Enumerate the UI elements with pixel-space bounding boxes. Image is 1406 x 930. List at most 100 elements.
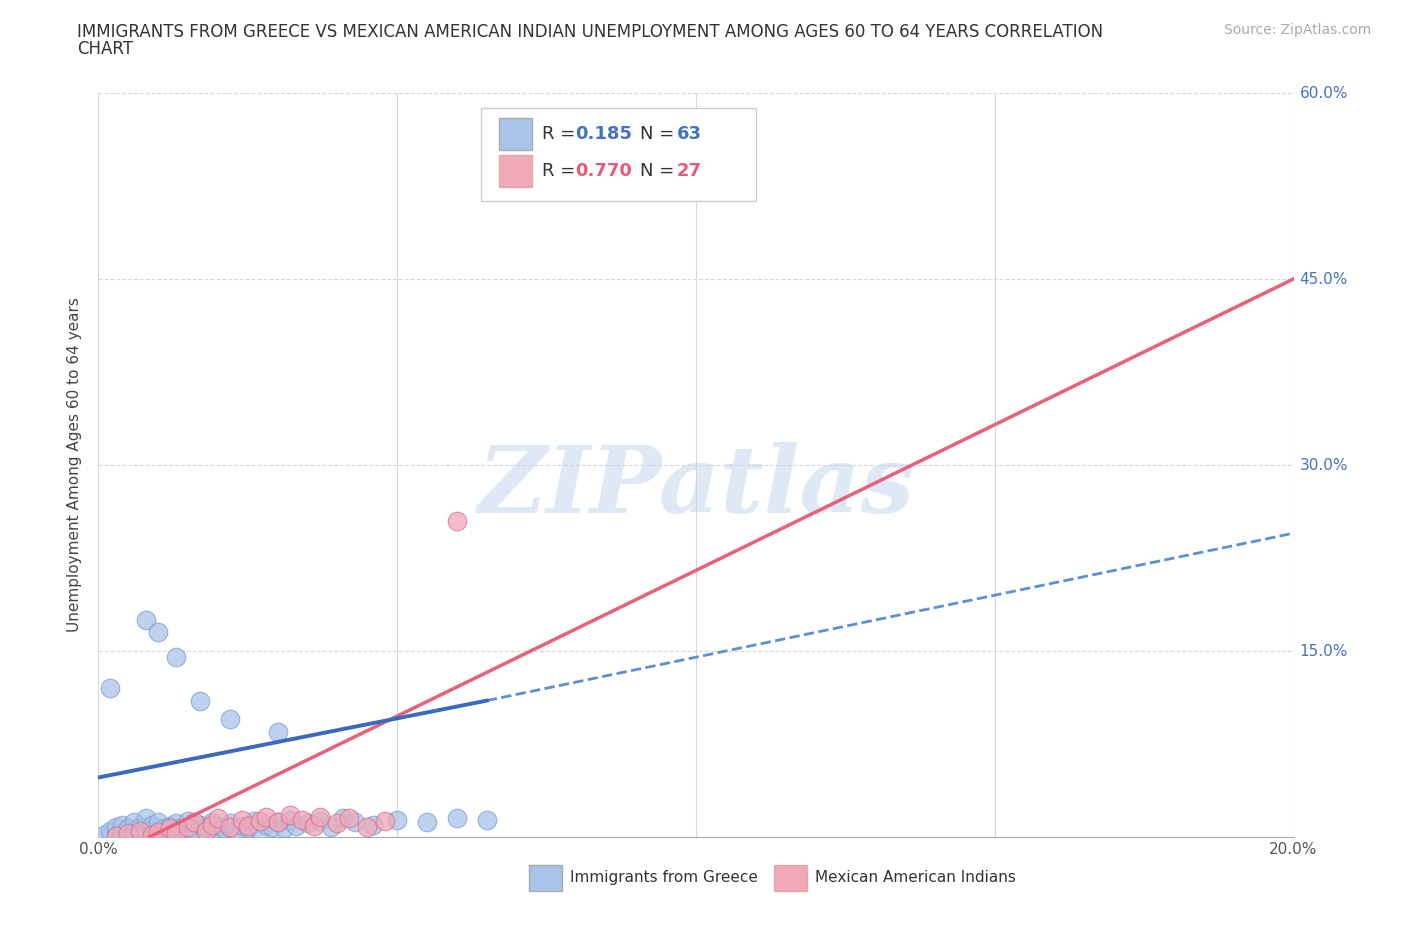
- Point: [124, 815, 146, 830]
- Point: [188, 817, 211, 832]
- Text: 15.0%: 15.0%: [1299, 644, 1348, 658]
- Point: [225, 823, 247, 838]
- Point: [165, 823, 187, 838]
- Text: IMMIGRANTS FROM GREECE VS MEXICAN AMERICAN INDIAN UNEMPLOYMENT AMONG AGES 60 TO : IMMIGRANTS FROM GREECE VS MEXICAN AMERIC…: [77, 23, 1104, 41]
- Point: [117, 826, 139, 841]
- Point: [141, 817, 163, 832]
- Point: [308, 810, 330, 825]
- Text: CHART: CHART: [77, 40, 134, 58]
- Y-axis label: Unemployment Among Ages 60 to 64 years: Unemployment Among Ages 60 to 64 years: [67, 298, 83, 632]
- Point: [243, 814, 266, 829]
- Text: 30.0%: 30.0%: [1299, 458, 1348, 472]
- Point: [153, 821, 176, 836]
- Point: [105, 819, 128, 834]
- Point: [326, 816, 349, 830]
- Point: [475, 812, 498, 827]
- Point: [254, 810, 277, 825]
- Point: [188, 693, 211, 708]
- Point: [219, 819, 242, 834]
- Point: [165, 826, 187, 841]
- Point: [141, 822, 163, 837]
- Point: [98, 823, 122, 838]
- Point: [356, 819, 378, 834]
- Point: [374, 814, 396, 829]
- Point: [177, 819, 200, 834]
- Text: N =: N =: [640, 162, 679, 180]
- Point: [135, 823, 157, 838]
- Point: [344, 815, 367, 830]
- Point: [416, 815, 439, 830]
- Point: [201, 817, 224, 832]
- Point: [231, 812, 253, 827]
- Point: [249, 814, 271, 829]
- Point: [207, 818, 229, 833]
- Point: [231, 818, 253, 833]
- Point: [207, 811, 229, 826]
- Point: [135, 811, 157, 826]
- Point: [260, 819, 283, 834]
- Point: [212, 821, 235, 836]
- Point: [267, 815, 290, 830]
- Point: [124, 825, 146, 840]
- Text: 45.0%: 45.0%: [1299, 272, 1348, 286]
- Point: [159, 821, 181, 836]
- Point: [195, 823, 218, 838]
- Point: [446, 811, 468, 826]
- Point: [117, 821, 139, 836]
- Point: [195, 823, 218, 838]
- Text: 27: 27: [676, 162, 702, 180]
- Text: 63: 63: [676, 125, 702, 143]
- Text: Mexican American Indians: Mexican American Indians: [815, 870, 1017, 885]
- Point: [129, 819, 152, 834]
- Point: [297, 816, 319, 830]
- FancyBboxPatch shape: [773, 865, 807, 891]
- Point: [141, 827, 163, 842]
- Point: [111, 817, 134, 832]
- Point: [284, 818, 307, 833]
- Point: [148, 825, 170, 840]
- Point: [148, 625, 170, 640]
- Point: [201, 815, 224, 830]
- Point: [172, 819, 194, 834]
- Text: 0.770: 0.770: [575, 162, 633, 180]
- Point: [363, 817, 385, 832]
- Text: Immigrants from Greece: Immigrants from Greece: [571, 870, 758, 885]
- Point: [207, 822, 229, 837]
- FancyBboxPatch shape: [481, 108, 756, 201]
- Point: [105, 829, 128, 844]
- Text: 0.185: 0.185: [575, 125, 633, 143]
- Point: [195, 819, 218, 834]
- Point: [93, 827, 115, 842]
- Point: [278, 807, 301, 822]
- Point: [236, 818, 259, 833]
- Point: [117, 827, 139, 842]
- Point: [273, 821, 295, 836]
- Text: R =: R =: [541, 125, 581, 143]
- Point: [385, 812, 409, 827]
- Point: [98, 681, 122, 696]
- Point: [249, 822, 271, 837]
- Point: [135, 613, 157, 628]
- Point: [219, 711, 242, 726]
- Point: [159, 826, 181, 841]
- Point: [267, 815, 290, 830]
- Point: [302, 818, 325, 833]
- Point: [148, 825, 170, 840]
- Point: [177, 825, 200, 840]
- Point: [159, 818, 181, 833]
- Point: [308, 814, 330, 829]
- Text: Source: ZipAtlas.com: Source: ZipAtlas.com: [1223, 23, 1371, 37]
- Point: [321, 819, 343, 834]
- Point: [236, 821, 259, 836]
- Point: [183, 815, 205, 830]
- Point: [177, 814, 200, 829]
- Point: [332, 811, 354, 826]
- Text: R =: R =: [541, 162, 581, 180]
- Point: [129, 823, 152, 838]
- Point: [278, 812, 301, 827]
- FancyBboxPatch shape: [499, 155, 533, 187]
- Point: [254, 817, 277, 832]
- Text: ZIPatlas: ZIPatlas: [478, 443, 914, 532]
- Point: [111, 826, 134, 841]
- Point: [291, 812, 314, 827]
